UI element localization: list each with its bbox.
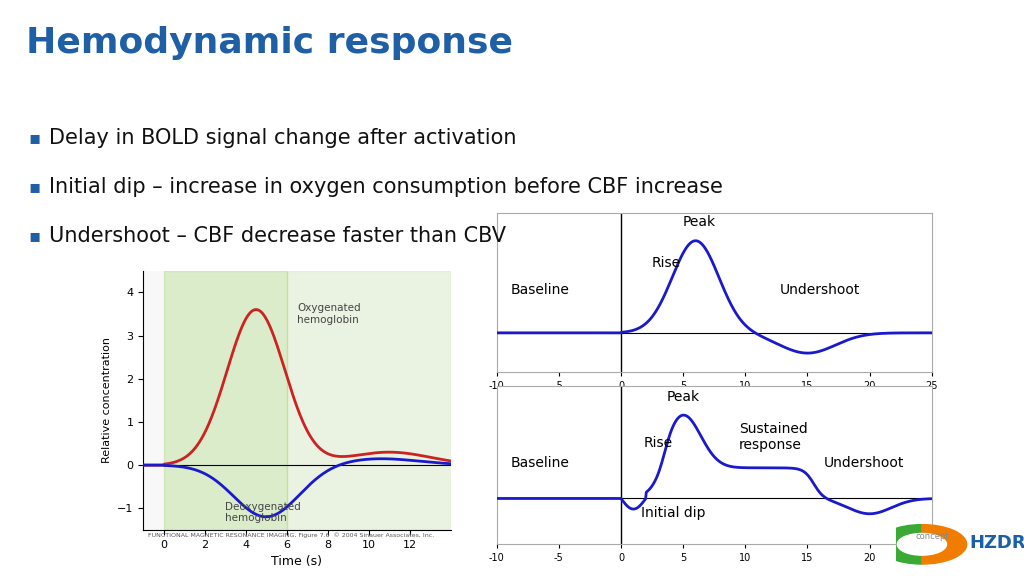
Text: Sustained
response: Sustained response bbox=[739, 422, 808, 452]
Text: concept: concept bbox=[915, 532, 948, 541]
X-axis label: Time (s): Time (s) bbox=[271, 555, 323, 568]
Text: Baseline: Baseline bbox=[511, 283, 569, 297]
Text: Delay in BOLD signal change after activation: Delay in BOLD signal change after activa… bbox=[49, 128, 517, 148]
Wedge shape bbox=[922, 525, 967, 564]
Text: Hemodynamic response: Hemodynamic response bbox=[26, 26, 513, 60]
Text: Initial dip: Initial dip bbox=[641, 506, 706, 520]
Text: FUNCTIONAL MAGNETIC RESONANCE IMAGING, Figure 7.6  © 2004 Sinauer Associates, In: FUNCTIONAL MAGNETIC RESONANCE IMAGING, F… bbox=[148, 533, 435, 539]
Bar bbox=[164, 271, 287, 530]
Text: Rise: Rise bbox=[643, 436, 673, 450]
Text: Initial dip – increase in oxygen consumption before CBF increase: Initial dip – increase in oxygen consump… bbox=[49, 177, 723, 197]
Bar bbox=[287, 271, 451, 530]
Text: HZDR: HZDR bbox=[969, 535, 1024, 552]
Text: Oxygenated
hemoglobin: Oxygenated hemoglobin bbox=[297, 303, 360, 324]
Text: ▪: ▪ bbox=[29, 178, 41, 196]
Text: Peak: Peak bbox=[667, 391, 699, 404]
Text: ▪: ▪ bbox=[29, 227, 41, 245]
Text: Deoxygenated
hemoglobin: Deoxygenated hemoglobin bbox=[225, 502, 301, 523]
Wedge shape bbox=[878, 525, 922, 564]
Text: Undershoot: Undershoot bbox=[823, 456, 903, 470]
Text: Rise: Rise bbox=[652, 256, 681, 270]
Text: Undershoot: Undershoot bbox=[779, 283, 860, 297]
Text: Undershoot – CBF decrease faster than CBV: Undershoot – CBF decrease faster than CB… bbox=[49, 226, 506, 246]
Text: Peak: Peak bbox=[683, 215, 716, 229]
Text: ▪: ▪ bbox=[29, 129, 41, 147]
Circle shape bbox=[897, 533, 946, 555]
Y-axis label: Relative concentration: Relative concentration bbox=[101, 338, 112, 463]
Text: Baseline: Baseline bbox=[511, 456, 569, 470]
